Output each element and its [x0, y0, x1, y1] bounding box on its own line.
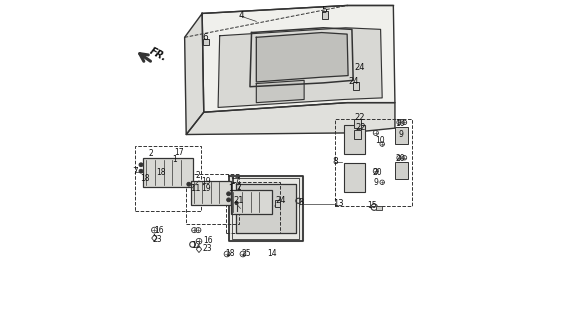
Polygon shape [229, 176, 303, 241]
Text: FR.: FR. [148, 46, 168, 63]
Text: 3: 3 [299, 197, 304, 206]
Polygon shape [202, 5, 395, 112]
Circle shape [139, 169, 143, 173]
Text: 1: 1 [173, 155, 177, 164]
Text: 22: 22 [355, 113, 365, 122]
Text: 13: 13 [333, 198, 344, 207]
Bar [191, 181, 231, 204]
Text: 14: 14 [267, 250, 276, 259]
Circle shape [187, 182, 191, 186]
Polygon shape [185, 13, 203, 134]
Text: 11: 11 [190, 184, 201, 193]
Text: 24: 24 [275, 196, 286, 205]
Text: 24: 24 [348, 77, 359, 86]
Text: 22: 22 [355, 123, 365, 132]
Text: 24: 24 [355, 63, 365, 72]
Bar [344, 125, 365, 154]
Text: 2: 2 [237, 183, 241, 192]
Bar [203, 39, 209, 45]
Polygon shape [256, 33, 348, 82]
Circle shape [227, 192, 230, 196]
Text: 4: 4 [239, 11, 245, 20]
Polygon shape [218, 28, 382, 108]
Bar [143, 158, 193, 187]
Text: 25: 25 [241, 250, 251, 259]
Text: 8: 8 [333, 157, 339, 166]
Text: 19: 19 [202, 184, 211, 193]
Text: 17: 17 [174, 148, 184, 157]
Circle shape [139, 163, 143, 167]
Text: 18: 18 [156, 168, 165, 177]
Circle shape [235, 201, 238, 204]
Bar [186, 174, 239, 224]
Text: 5: 5 [321, 6, 327, 15]
Text: 23: 23 [152, 235, 162, 244]
Bar [275, 200, 280, 207]
Text: 23: 23 [202, 244, 212, 253]
Text: 15: 15 [367, 201, 377, 210]
Text: 10: 10 [375, 136, 385, 145]
Text: 16: 16 [154, 226, 164, 235]
Text: 2: 2 [149, 149, 153, 158]
Polygon shape [256, 80, 304, 103]
Text: 7: 7 [133, 167, 139, 176]
Bar [376, 205, 382, 210]
Bar [353, 82, 359, 90]
Text: 20: 20 [396, 154, 405, 163]
Circle shape [227, 198, 230, 202]
Text: 10: 10 [395, 119, 405, 128]
Bar [135, 146, 201, 211]
Bar [395, 126, 408, 144]
Bar [355, 119, 361, 127]
Text: 21: 21 [234, 196, 244, 205]
Text: 16: 16 [203, 236, 213, 245]
Bar [344, 163, 365, 192]
Text: 18: 18 [140, 174, 150, 183]
Bar [231, 190, 272, 214]
Text: 9: 9 [373, 179, 378, 188]
Bar [335, 119, 412, 206]
Text: 17: 17 [230, 177, 240, 186]
Polygon shape [235, 184, 296, 233]
Polygon shape [186, 103, 395, 134]
Bar [226, 182, 280, 233]
Bar [395, 162, 408, 179]
Bar [322, 11, 328, 19]
Text: 2: 2 [195, 171, 200, 180]
Text: 9: 9 [398, 130, 404, 139]
Text: 20: 20 [373, 168, 382, 177]
Text: 6: 6 [202, 33, 208, 42]
Text: 1: 1 [229, 184, 233, 193]
Text: 19: 19 [202, 177, 211, 186]
Text: 18: 18 [225, 250, 235, 259]
Bar [355, 130, 361, 139]
Text: 12: 12 [191, 241, 201, 250]
